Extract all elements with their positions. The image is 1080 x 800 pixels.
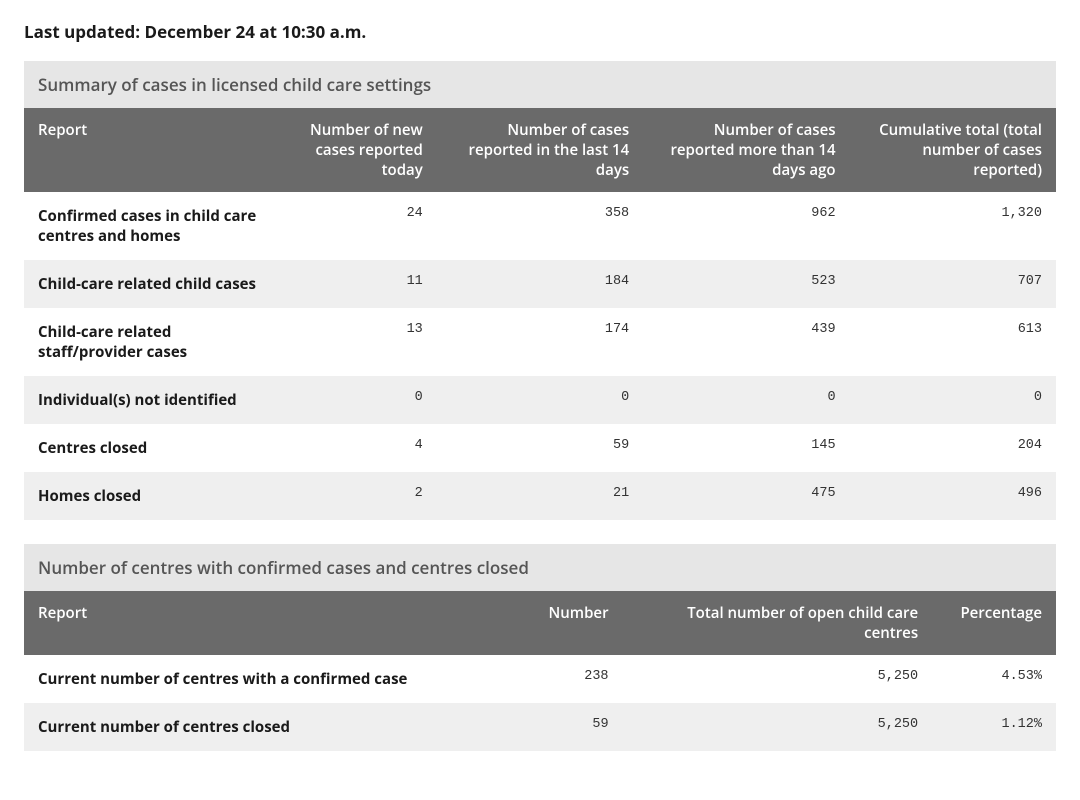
row-label: Child-care related staff/provider cases [24, 308, 272, 376]
cell-value: 145 [643, 424, 849, 472]
row-label: Current number of centres closed [24, 703, 499, 751]
cell-value: 21 [437, 472, 643, 520]
cell-value: 59 [437, 424, 643, 472]
table-row: Current number of centres with a confirm… [24, 655, 1056, 703]
col-last-14: Number of cases reported in the last 14 … [437, 108, 643, 192]
table-row: Child-care related staff/provider cases … [24, 308, 1056, 376]
table-header-row: Report Number of new cases reported toda… [24, 108, 1056, 192]
table-row: Confirmed cases in child care centres an… [24, 192, 1056, 260]
cell-value: 24 [272, 192, 437, 260]
table-row: Homes closed 2 21 475 496 [24, 472, 1056, 520]
col-total-open: Total number of open child care centres [623, 591, 933, 655]
cell-value: 59 [499, 703, 623, 751]
row-label: Homes closed [24, 472, 272, 520]
cell-value: 962 [643, 192, 849, 260]
table-row: Centres closed 4 59 145 204 [24, 424, 1056, 472]
col-number: Number [499, 591, 623, 655]
col-report: Report [24, 108, 272, 192]
table-header-row: Report Number Total number of open child… [24, 591, 1056, 655]
cell-value: 5,250 [623, 703, 933, 751]
cell-value: 11 [272, 260, 437, 308]
col-over-14: Number of cases reported more than 14 da… [643, 108, 849, 192]
centres-closed-table: Report Number Total number of open child… [24, 591, 1056, 751]
table-row: Individual(s) not identified 0 0 0 0 [24, 376, 1056, 424]
cell-value: 439 [643, 308, 849, 376]
row-label: Individual(s) not identified [24, 376, 272, 424]
cell-value: 0 [272, 376, 437, 424]
cell-value: 613 [850, 308, 1056, 376]
cell-value: 238 [499, 655, 623, 703]
summary-cases-table: Report Number of new cases reported toda… [24, 108, 1056, 520]
cell-value: 5,250 [623, 655, 933, 703]
cell-value: 184 [437, 260, 643, 308]
cell-value: 707 [850, 260, 1056, 308]
col-percentage: Percentage [932, 591, 1056, 655]
cell-value: 523 [643, 260, 849, 308]
row-label: Child-care related child cases [24, 260, 272, 308]
row-label: Current number of centres with a confirm… [24, 655, 499, 703]
row-label: Centres closed [24, 424, 272, 472]
cell-value: 358 [437, 192, 643, 260]
cell-value: 174 [437, 308, 643, 376]
cell-value: 496 [850, 472, 1056, 520]
cell-value: 4 [272, 424, 437, 472]
table-row: Current number of centres closed 59 5,25… [24, 703, 1056, 751]
cell-value: 4.53% [932, 655, 1056, 703]
summary-cases-caption: Summary of cases in licensed child care … [24, 61, 1056, 108]
cell-value: 0 [437, 376, 643, 424]
cell-value: 475 [643, 472, 849, 520]
col-cumulative: Cumulative total (total number of cases … [850, 108, 1056, 192]
summary-cases-table-block: Summary of cases in licensed child care … [24, 61, 1056, 520]
col-report: Report [24, 591, 499, 655]
cell-value: 13 [272, 308, 437, 376]
cell-value: 204 [850, 424, 1056, 472]
centres-closed-table-block: Number of centres with confirmed cases a… [24, 544, 1056, 751]
row-label: Confirmed cases in child care centres an… [24, 192, 272, 260]
cell-value: 0 [643, 376, 849, 424]
cell-value: 2 [272, 472, 437, 520]
cell-value: 1.12% [932, 703, 1056, 751]
table-row: Child-care related child cases 11 184 52… [24, 260, 1056, 308]
centres-closed-caption: Number of centres with confirmed cases a… [24, 544, 1056, 591]
last-updated: Last updated: December 24 at 10:30 a.m. [24, 20, 1056, 43]
cell-value: 1,320 [850, 192, 1056, 260]
col-new-today: Number of new cases reported today [272, 108, 437, 192]
cell-value: 0 [850, 376, 1056, 424]
